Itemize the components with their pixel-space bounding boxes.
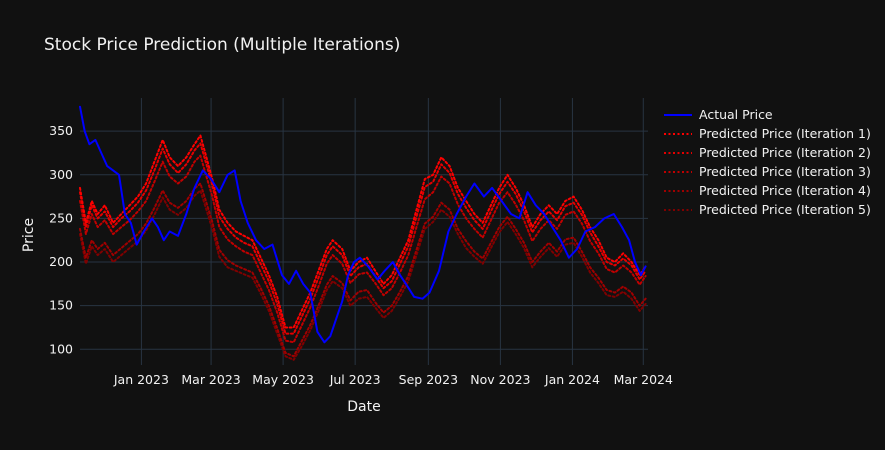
legend[interactable]: Actual Price Predicted Price (Iteration 1… xyxy=(664,107,871,217)
series-line-actual-price xyxy=(79,105,647,344)
series-line-predicted-iteration-2 xyxy=(79,142,647,335)
y-tick-label: 300 xyxy=(49,167,73,182)
legend-label: Predicted Price (Iteration 4) xyxy=(699,183,871,198)
y-tick-label: 350 xyxy=(49,123,73,138)
y-axis-title: Price xyxy=(21,218,37,252)
legend-item[interactable]: Predicted Price (Iteration 5) xyxy=(664,202,871,217)
x-tick-label: Nov 2023 xyxy=(470,372,530,387)
legend-label: Predicted Price (Iteration 3) xyxy=(699,164,871,179)
legend-item[interactable]: Predicted Price (Iteration 3) xyxy=(664,164,871,179)
x-tick-label: Jan 2023 xyxy=(113,372,169,387)
chart-title: Stock Price Prediction (Multiple Iterati… xyxy=(44,35,400,55)
series-line-predicted-iteration-5 xyxy=(79,189,647,361)
legend-label: Predicted Price (Iteration 1) xyxy=(699,126,871,141)
x-tick-label: Mar 2023 xyxy=(181,372,240,387)
legend-label: Predicted Price (Iteration 5) xyxy=(699,202,871,217)
x-tick-label: May 2023 xyxy=(252,372,314,387)
legend-item[interactable]: Predicted Price (Iteration 1) xyxy=(664,126,871,141)
series-line-predicted-iteration-3 xyxy=(79,154,647,344)
x-axis-ticks: Jan 2023 Mar 2023 May 2023 Jul 2023 Sep 2023… xyxy=(113,372,673,387)
y-tick-label: 150 xyxy=(49,298,73,313)
x-tick-label: Jul 2023 xyxy=(329,372,381,387)
x-tick-label: Mar 2024 xyxy=(614,372,673,387)
y-tick-label: 100 xyxy=(49,341,73,356)
legend-item[interactable]: Predicted Price (Iteration 4) xyxy=(664,183,871,198)
series-line-predicted-iteration-4 xyxy=(79,182,647,358)
legend-item[interactable]: Actual Price xyxy=(664,107,773,122)
x-axis-title: Date xyxy=(347,399,380,415)
legend-label: Predicted Price (Iteration 2) xyxy=(699,145,871,160)
series-line-predicted-iteration-1 xyxy=(79,134,647,329)
y-axis-ticks: 100 150 200 250 300 350 xyxy=(49,123,73,356)
x-tick-label: Sep 2023 xyxy=(399,372,458,387)
legend-item[interactable]: Predicted Price (Iteration 2) xyxy=(664,145,871,160)
y-tick-label: 200 xyxy=(49,254,73,269)
x-tick-label: Jan 2024 xyxy=(544,372,600,387)
plot-area xyxy=(79,105,647,361)
y-tick-label: 250 xyxy=(49,210,73,225)
legend-label: Actual Price xyxy=(699,107,773,122)
